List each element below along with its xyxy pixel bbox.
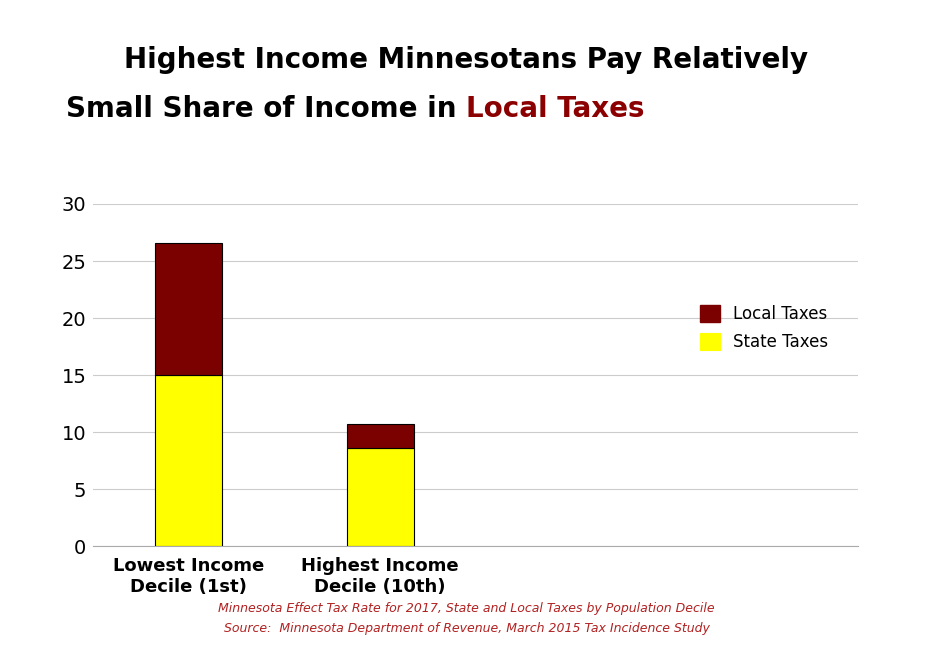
- Legend: Local Taxes, State Taxes: Local Taxes, State Taxes: [693, 298, 835, 357]
- Text: Minnesota Effect Tax Rate for 2017, State and Local Taxes by Population Decile: Minnesota Effect Tax Rate for 2017, Stat…: [218, 602, 715, 615]
- Text: Highest Income Minnesotans Pay Relatively: Highest Income Minnesotans Pay Relativel…: [124, 46, 809, 74]
- Text: Source:  Minnesota Department of Revenue, March 2015 Tax Incidence Study: Source: Minnesota Department of Revenue,…: [224, 622, 709, 635]
- Bar: [156, 243, 222, 375]
- Bar: [156, 375, 222, 546]
- Bar: [347, 448, 413, 546]
- Text: Local Taxes: Local Taxes: [466, 95, 645, 124]
- Text: Small Share of Income in: Small Share of Income in: [66, 95, 466, 124]
- Bar: [347, 424, 413, 448]
